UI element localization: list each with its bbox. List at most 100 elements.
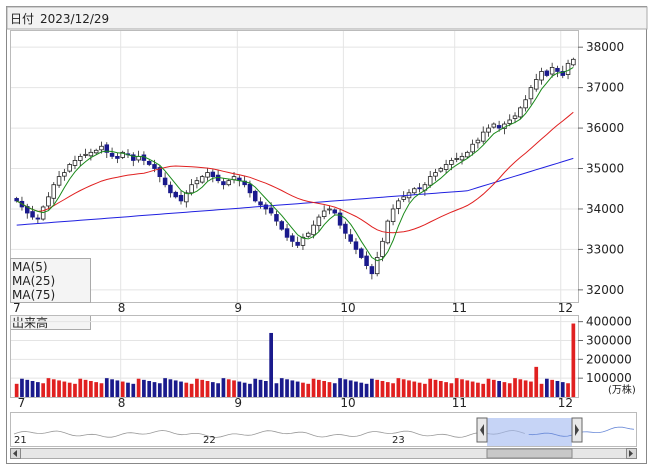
volume-bar xyxy=(126,382,130,397)
navigator-scroll-thumb[interactable] xyxy=(486,448,573,459)
chart-header xyxy=(6,6,648,30)
volume-bar xyxy=(354,381,358,397)
candle-body xyxy=(486,127,491,133)
volume-bar xyxy=(83,379,88,397)
volume-bar xyxy=(529,381,533,397)
volume-bar xyxy=(14,383,19,397)
price-tick-label: 33000 xyxy=(586,242,624,256)
volume-bar xyxy=(136,378,141,397)
navigator-selection[interactable] xyxy=(487,418,572,446)
candle-body xyxy=(433,172,438,177)
volume-bar xyxy=(41,383,46,397)
navigator-year-21: 21 xyxy=(14,435,27,446)
navigator-handle-right[interactable] xyxy=(571,417,583,443)
candle-body xyxy=(35,217,41,220)
candle-body xyxy=(88,151,94,157)
volume-bar xyxy=(317,379,321,397)
volume-bar xyxy=(401,379,406,397)
volume-bar xyxy=(412,381,417,397)
candle-body xyxy=(343,223,348,234)
volume-bar xyxy=(285,379,289,397)
candle-body xyxy=(364,255,369,266)
volume-bar xyxy=(152,382,157,397)
volume-bar xyxy=(338,378,342,397)
month-label-price: 10 xyxy=(340,301,355,315)
candle-body xyxy=(184,192,189,203)
volume-bar xyxy=(476,382,480,397)
volume-bar xyxy=(168,379,173,397)
price-tick-label: 38000 xyxy=(586,40,624,54)
candle-body xyxy=(46,196,51,207)
volume-gridlines xyxy=(11,316,578,397)
candle-body xyxy=(168,184,173,194)
month-label-volume: 9 xyxy=(234,396,242,410)
volume-tick-label: 200000 xyxy=(586,352,632,366)
volume-bar xyxy=(518,379,523,397)
volume-bar xyxy=(290,380,295,397)
candle-body xyxy=(321,210,327,217)
volume-bar xyxy=(263,380,268,397)
volume-bar xyxy=(433,379,438,397)
volume-bar xyxy=(269,332,273,397)
candle-body xyxy=(380,240,385,257)
candle-body xyxy=(14,198,19,202)
candle-body xyxy=(109,152,115,157)
volume-bar xyxy=(36,382,40,397)
volume-bar xyxy=(486,378,491,397)
volume-bar xyxy=(566,383,570,397)
month-label-price: 12 xyxy=(558,301,573,315)
volume-bar xyxy=(454,378,459,397)
candle-body xyxy=(284,228,290,238)
volume-bar xyxy=(391,383,395,397)
volume-bar xyxy=(46,378,51,397)
volume-bar xyxy=(184,382,189,397)
volume-axis: 400000 300000 200000 100000 xyxy=(578,315,632,385)
candle-body xyxy=(316,216,322,227)
volume-bar xyxy=(157,383,162,397)
volume-bar xyxy=(534,366,539,397)
volume-bar xyxy=(497,380,501,397)
candle-body xyxy=(162,177,168,186)
volume-bar xyxy=(380,380,385,397)
candle-body xyxy=(279,221,284,230)
candle-body xyxy=(549,67,555,75)
volume-bar xyxy=(258,379,263,397)
navigator-handle-left[interactable] xyxy=(476,417,488,443)
volume-bar xyxy=(423,383,427,397)
navigator-year-22: 22 xyxy=(203,435,216,446)
candle-body xyxy=(62,172,67,177)
candle-body xyxy=(480,131,486,142)
candle-body xyxy=(120,151,125,158)
volume-bar xyxy=(523,380,528,397)
volume-bar xyxy=(295,381,300,397)
candle-body xyxy=(210,171,216,178)
volume-bar xyxy=(343,379,348,397)
legend-ma75: MA(75) xyxy=(12,288,55,302)
volume-bar xyxy=(370,378,374,397)
header-label: 日付 xyxy=(10,12,34,26)
month-label-volume: 12 xyxy=(558,396,573,410)
volume-bar xyxy=(200,379,205,397)
volume-bar xyxy=(301,382,305,397)
legend-ma25: MA(25) xyxy=(12,274,55,288)
candle-body xyxy=(306,232,311,237)
volume-title: 出来高 xyxy=(12,315,48,330)
navigator-year-23: 23 xyxy=(392,435,405,446)
volume-bar xyxy=(491,379,496,397)
candle-body xyxy=(268,207,274,214)
candle-body xyxy=(99,145,104,151)
candle-body xyxy=(390,208,396,222)
volume-bar xyxy=(470,381,475,397)
volume-bar xyxy=(417,382,422,397)
candle-body xyxy=(348,234,353,242)
volume-bar xyxy=(385,382,390,397)
candle-body xyxy=(300,236,306,246)
price-tick-label: 37000 xyxy=(586,81,624,95)
volume-bar xyxy=(507,383,512,397)
candle-body xyxy=(438,168,444,172)
legend-box xyxy=(10,258,91,303)
candle-body xyxy=(199,176,205,183)
candle-body xyxy=(332,209,338,214)
